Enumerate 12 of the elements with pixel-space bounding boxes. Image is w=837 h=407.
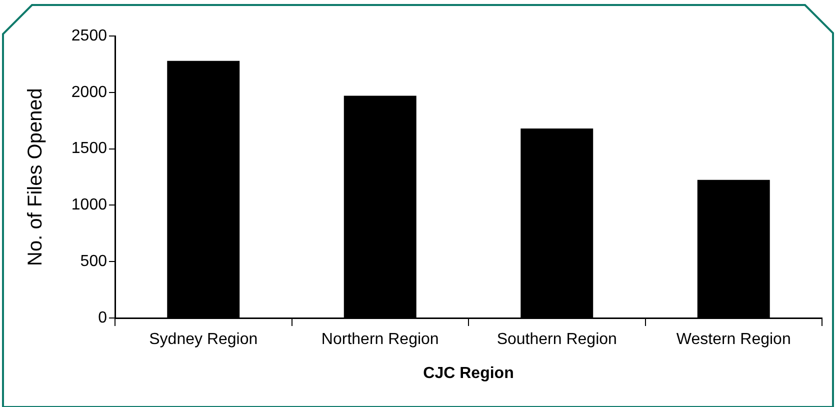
y-tick-label: 2500 bbox=[71, 27, 108, 44]
y-tick-label: 1500 bbox=[71, 140, 108, 158]
x-axis-title: CJC Region bbox=[423, 364, 514, 382]
y-tick-label: 500 bbox=[80, 253, 108, 270]
x-tick-label: Western Region bbox=[676, 331, 791, 348]
x-tick-label: Southern Region bbox=[496, 331, 617, 348]
x-tick-label: Northern Region bbox=[321, 331, 439, 348]
y-tick-label: 0 bbox=[98, 309, 108, 326]
x-tick-label: Sydney Region bbox=[149, 331, 258, 348]
y-tick-label: 1000 bbox=[71, 196, 108, 214]
y-axis-title: No. of Files Opened bbox=[24, 88, 47, 266]
y-tick-label: 2000 bbox=[71, 84, 108, 101]
